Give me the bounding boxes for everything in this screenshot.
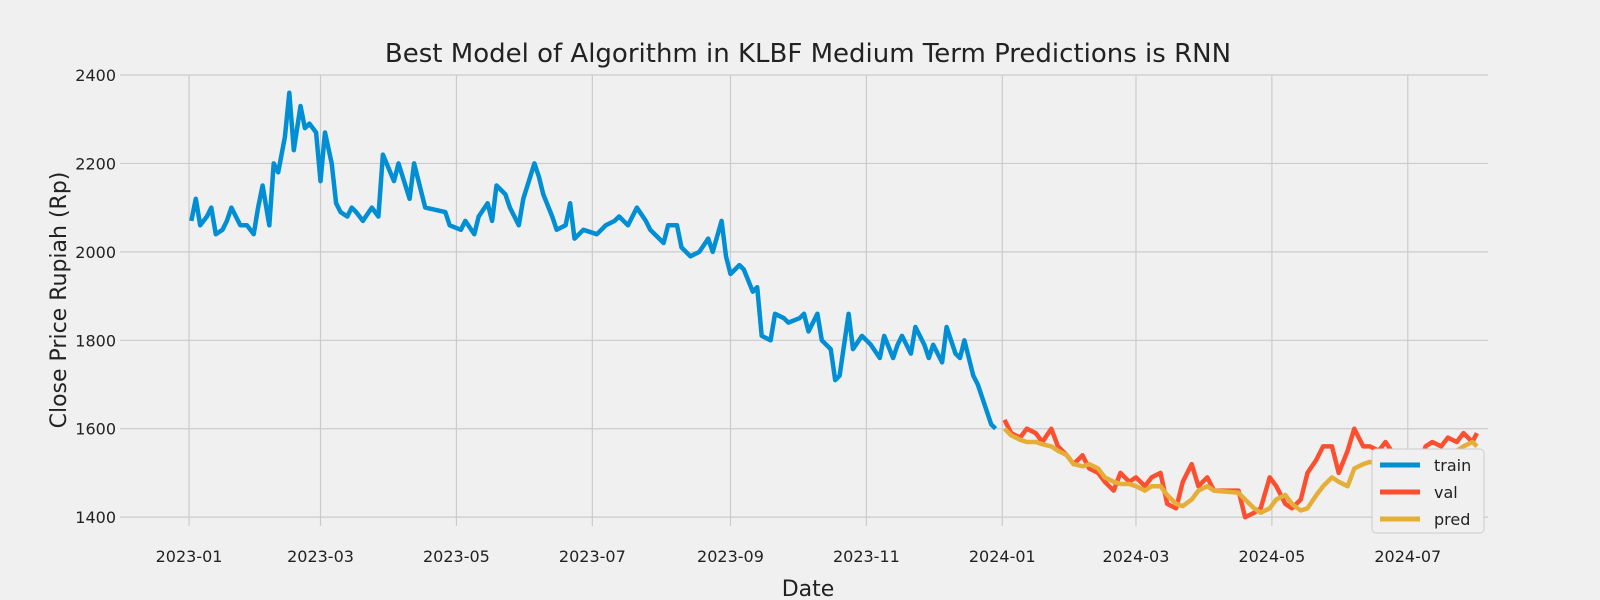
y-tick-label: 1400 bbox=[75, 508, 116, 527]
legend-label-pred: pred bbox=[1434, 510, 1470, 529]
x-tick-label: 2023-03 bbox=[287, 547, 354, 566]
legend: train val pred bbox=[1371, 448, 1485, 534]
grid bbox=[120, 74, 1488, 526]
y-tick-label: 1600 bbox=[75, 420, 116, 439]
y-axis-label: Close Price Rupiah (Rp) bbox=[47, 172, 72, 429]
y-tick-label: 2400 bbox=[75, 66, 116, 85]
series-line-train bbox=[189, 90, 998, 431]
y-tick-label: 1800 bbox=[75, 331, 116, 350]
legend-label-val: val bbox=[1434, 483, 1458, 502]
legend-box bbox=[1371, 448, 1485, 534]
series-lines bbox=[189, 90, 1479, 520]
x-axis-label: Date bbox=[782, 577, 835, 600]
x-tick-label: 2023-11 bbox=[833, 547, 900, 566]
x-tick-label: 2023-01 bbox=[156, 547, 223, 566]
chart-title: Best Model of Algorithm in KLBF Medium T… bbox=[385, 39, 1231, 69]
x-tick-label: 2023-05 bbox=[423, 547, 490, 566]
x-tick-label: 2023-09 bbox=[697, 547, 764, 566]
y-tick-label: 2200 bbox=[75, 154, 116, 173]
x-tick-label: 2024-07 bbox=[1374, 547, 1441, 566]
tick-labels: 1400 1600 1800 2000 2200 2400 2023-01 2023-03 20… bbox=[75, 66, 1441, 566]
y-tick-label: 2000 bbox=[75, 243, 116, 262]
x-tick-label: 2024-03 bbox=[1103, 547, 1170, 566]
x-tick-label: 2023-07 bbox=[559, 547, 626, 566]
legend-label-train: train bbox=[1434, 456, 1471, 475]
x-tick-label: 2024-01 bbox=[969, 547, 1036, 566]
x-tick-label: 2024-05 bbox=[1238, 547, 1305, 566]
